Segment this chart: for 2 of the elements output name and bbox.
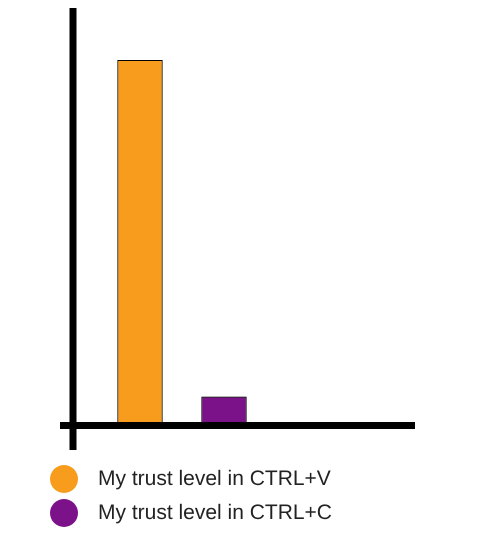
legend-label: My trust level in CTRL+C	[98, 501, 332, 525]
legend-label: My trust level in CTRL+V	[98, 467, 331, 491]
